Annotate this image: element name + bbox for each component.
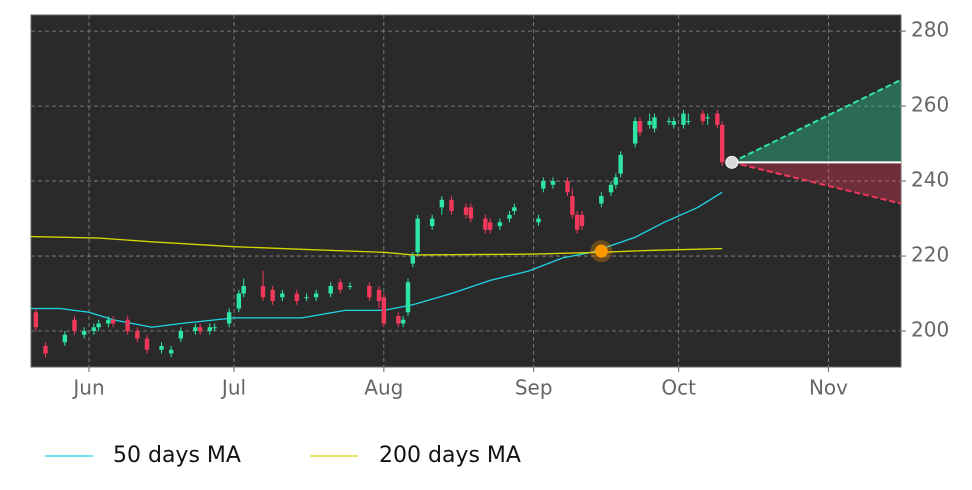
x-tick-label: Jul <box>220 376 246 400</box>
candle-body <box>715 113 720 125</box>
candle-body <box>400 319 406 324</box>
plot-area <box>30 14 902 368</box>
candle-body <box>236 293 242 309</box>
x-tick-label: Sep <box>515 376 553 400</box>
x-tick-label: Nov <box>809 376 848 400</box>
ma-line <box>31 191 723 328</box>
candle-body <box>62 334 68 343</box>
candle-body <box>168 349 174 354</box>
candle-body <box>207 327 213 332</box>
candle-body <box>96 323 101 328</box>
candle-body <box>197 327 203 332</box>
candle-body <box>381 297 387 324</box>
projection-start <box>725 155 739 169</box>
x-tick-label: Jun <box>71 376 104 400</box>
candle-body <box>159 346 164 350</box>
y-tick-label: 260 <box>911 93 949 117</box>
candle-body <box>599 196 604 204</box>
candle-body <box>367 286 372 298</box>
candle-body <box>396 316 401 324</box>
candle-body <box>705 117 710 119</box>
candle-body <box>487 222 493 230</box>
candle-body <box>632 121 638 144</box>
candle-body <box>507 214 512 219</box>
candle-body <box>125 319 130 332</box>
candle-body <box>550 181 556 185</box>
candle-body <box>570 196 575 215</box>
candle-body <box>579 214 585 227</box>
candle-body <box>260 286 266 298</box>
candle-body <box>719 124 725 163</box>
candle-body <box>328 286 333 294</box>
candle-body <box>338 282 343 290</box>
candle-body <box>106 319 111 324</box>
candle-body <box>463 207 469 215</box>
candle-body <box>700 113 706 122</box>
candle-body <box>178 331 184 339</box>
candle-body <box>280 293 285 298</box>
candle-body <box>647 121 652 125</box>
candle-body <box>33 312 39 328</box>
candle-body <box>468 207 474 219</box>
y-tick-label: 220 <box>911 243 949 267</box>
y-tick-label: 280 <box>911 18 949 42</box>
candle-body <box>313 293 319 298</box>
candle-body <box>226 312 232 324</box>
y-tick-label: 240 <box>911 168 949 192</box>
candle-body <box>449 199 454 212</box>
candle-body <box>304 297 309 299</box>
candle-body <box>144 338 150 350</box>
x-tick-label: Aug <box>364 376 403 400</box>
candle-body <box>541 181 546 189</box>
candle-body <box>429 218 435 227</box>
candle-body <box>574 214 580 230</box>
candle-body <box>81 331 87 335</box>
projection-up-line <box>731 78 902 164</box>
candle-body <box>618 154 623 174</box>
candle-body <box>415 218 420 253</box>
candle-body <box>405 282 411 313</box>
projection-down-area <box>731 162 901 204</box>
candle-body <box>270 289 275 302</box>
candle-body <box>410 256 416 264</box>
candle-body <box>681 113 686 125</box>
projection-down-line <box>731 161 902 205</box>
candle-body <box>376 289 382 302</box>
candle-body <box>212 327 217 329</box>
candle-body <box>483 218 488 230</box>
candle-body <box>613 177 619 185</box>
candle-body <box>671 121 677 125</box>
candle-body <box>536 218 541 223</box>
candle-body <box>686 121 691 123</box>
candle-body <box>652 117 657 129</box>
candle-body <box>497 222 503 227</box>
signal-marker <box>594 244 608 258</box>
legend-label: 50 days MA <box>113 443 241 468</box>
candle-body <box>294 293 300 302</box>
candle-body <box>91 327 97 332</box>
candle-body <box>135 331 140 339</box>
candle-body <box>608 184 614 193</box>
legend-label: 200 days MA <box>379 443 521 468</box>
candle-body <box>637 121 643 133</box>
candle-body <box>193 327 198 332</box>
candle-body <box>347 286 353 288</box>
candle-body <box>43 346 48 354</box>
x-tick-label: Oct <box>661 376 696 400</box>
candle-body <box>439 199 445 208</box>
candle-body <box>565 181 570 193</box>
candle-body <box>512 207 517 212</box>
candle-body <box>72 319 77 332</box>
candle-body <box>241 286 246 294</box>
candle-body <box>110 319 116 324</box>
y-tick-label: 200 <box>911 318 949 342</box>
candle-body <box>666 121 672 123</box>
ma-line <box>30 235 723 256</box>
